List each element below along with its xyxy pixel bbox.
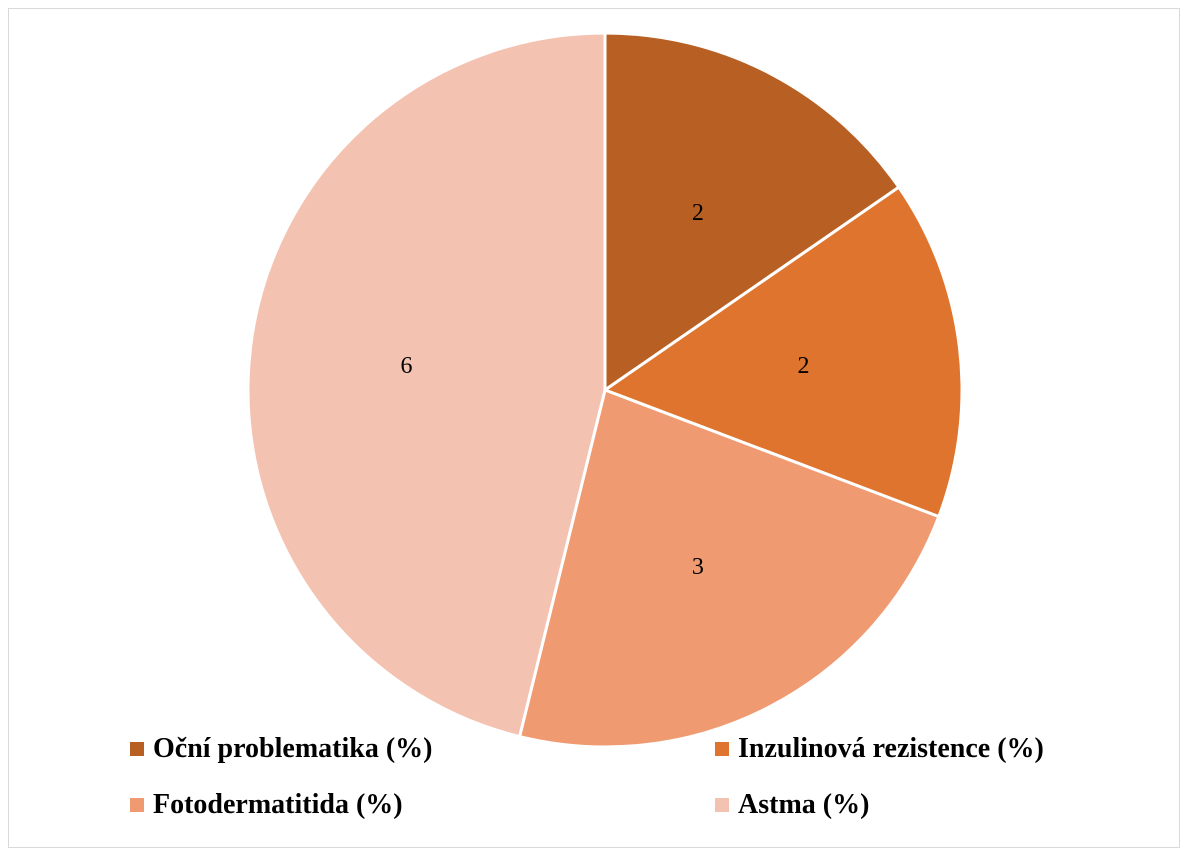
legend-label: Inzulinová rezistence (%)	[738, 733, 1044, 764]
data-label-2: 3	[692, 554, 704, 580]
legend-swatch	[715, 742, 729, 756]
pie-slice-3	[246, 31, 607, 739]
legend-item-fotodermatitida: Fotodermatitida (%)	[130, 789, 715, 821]
legend-label: Astma (%)	[738, 789, 870, 820]
pie-slice-0	[603, 31, 901, 392]
pie-slices	[246, 31, 964, 749]
legend-swatch	[130, 742, 144, 756]
legend-item-inzulinova-rezistence: Inzulinová rezistence (%)	[715, 733, 1110, 765]
legend-item-ocni-problematika: Oční problematika (%)	[130, 733, 715, 765]
pie-slice-1	[603, 185, 964, 519]
legend-label: Oční problematika (%)	[153, 733, 433, 764]
data-label-3: 6	[401, 353, 413, 379]
legend-swatch	[715, 798, 729, 812]
pie-data-labels: 2 2 3 6	[401, 200, 810, 580]
pie-slice-2	[518, 388, 941, 749]
legend-label: Fotodermatitida (%)	[153, 789, 403, 820]
legend: Oční problematika (%) Inzulinová reziste…	[130, 733, 1110, 821]
data-label-1: 2	[798, 353, 810, 379]
legend-item-astma: Astma (%)	[715, 789, 1110, 821]
data-label-0: 2	[692, 200, 704, 226]
legend-swatch	[130, 798, 144, 812]
